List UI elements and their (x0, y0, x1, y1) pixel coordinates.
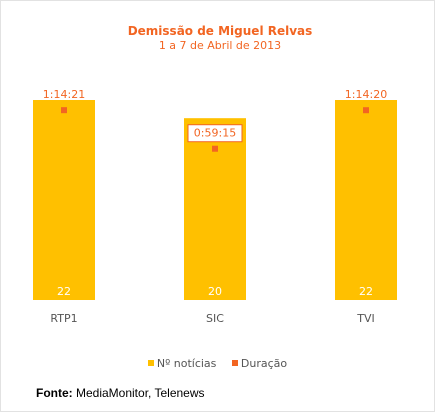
plot-area: 22 RTP1 1:14:21 20 SIC 0:59:15 22 TVI 1:14:20 (33, 88, 397, 325)
legend-item-duracao: Duração (231, 357, 288, 370)
duration-label-tvi: 1:14:20 (345, 88, 387, 101)
duration-label-rtp1: 1:14:21 (43, 88, 85, 101)
duration-label-sic: 0:59:15 (194, 127, 236, 140)
chart-title: Demissão de Miguel Relvas (128, 24, 313, 38)
x-tick-rtp1: RTP1 (50, 312, 77, 325)
bar-label-sic: 20 (208, 285, 222, 298)
duration-point-tvi (363, 107, 369, 114)
legend-label-noticias: Nº notícias (156, 357, 217, 370)
bar-label-tvi: 22 (359, 285, 373, 298)
chart-subtitle: 1 a 7 de Abril de 2013 (159, 39, 281, 52)
bar-tvi (335, 100, 397, 300)
duration-label-box-sic (187, 124, 243, 143)
bar-label-rtp1: 22 (57, 285, 71, 298)
source-note: Fonte: MediaMonitor, Telenews (36, 386, 205, 400)
duration-point-rtp1 (61, 107, 67, 114)
legend-swatch-duracao (231, 360, 238, 366)
bar-rtp1 (33, 100, 95, 300)
x-tick-sic: SIC (206, 312, 224, 325)
legend-item-noticias: Nº notícias (147, 357, 217, 370)
legend-swatch-noticias (147, 360, 154, 366)
legend-label-duracao: Duração (240, 357, 288, 370)
source-text: MediaMonitor, Telenews (72, 386, 205, 400)
x-tick-tvi: TVI (356, 312, 375, 325)
duration-point-sic (212, 145, 218, 152)
legend: Nº notícias Duração (0, 357, 435, 370)
bar-sic (184, 118, 246, 300)
source-label: Fonte: (36, 386, 73, 400)
